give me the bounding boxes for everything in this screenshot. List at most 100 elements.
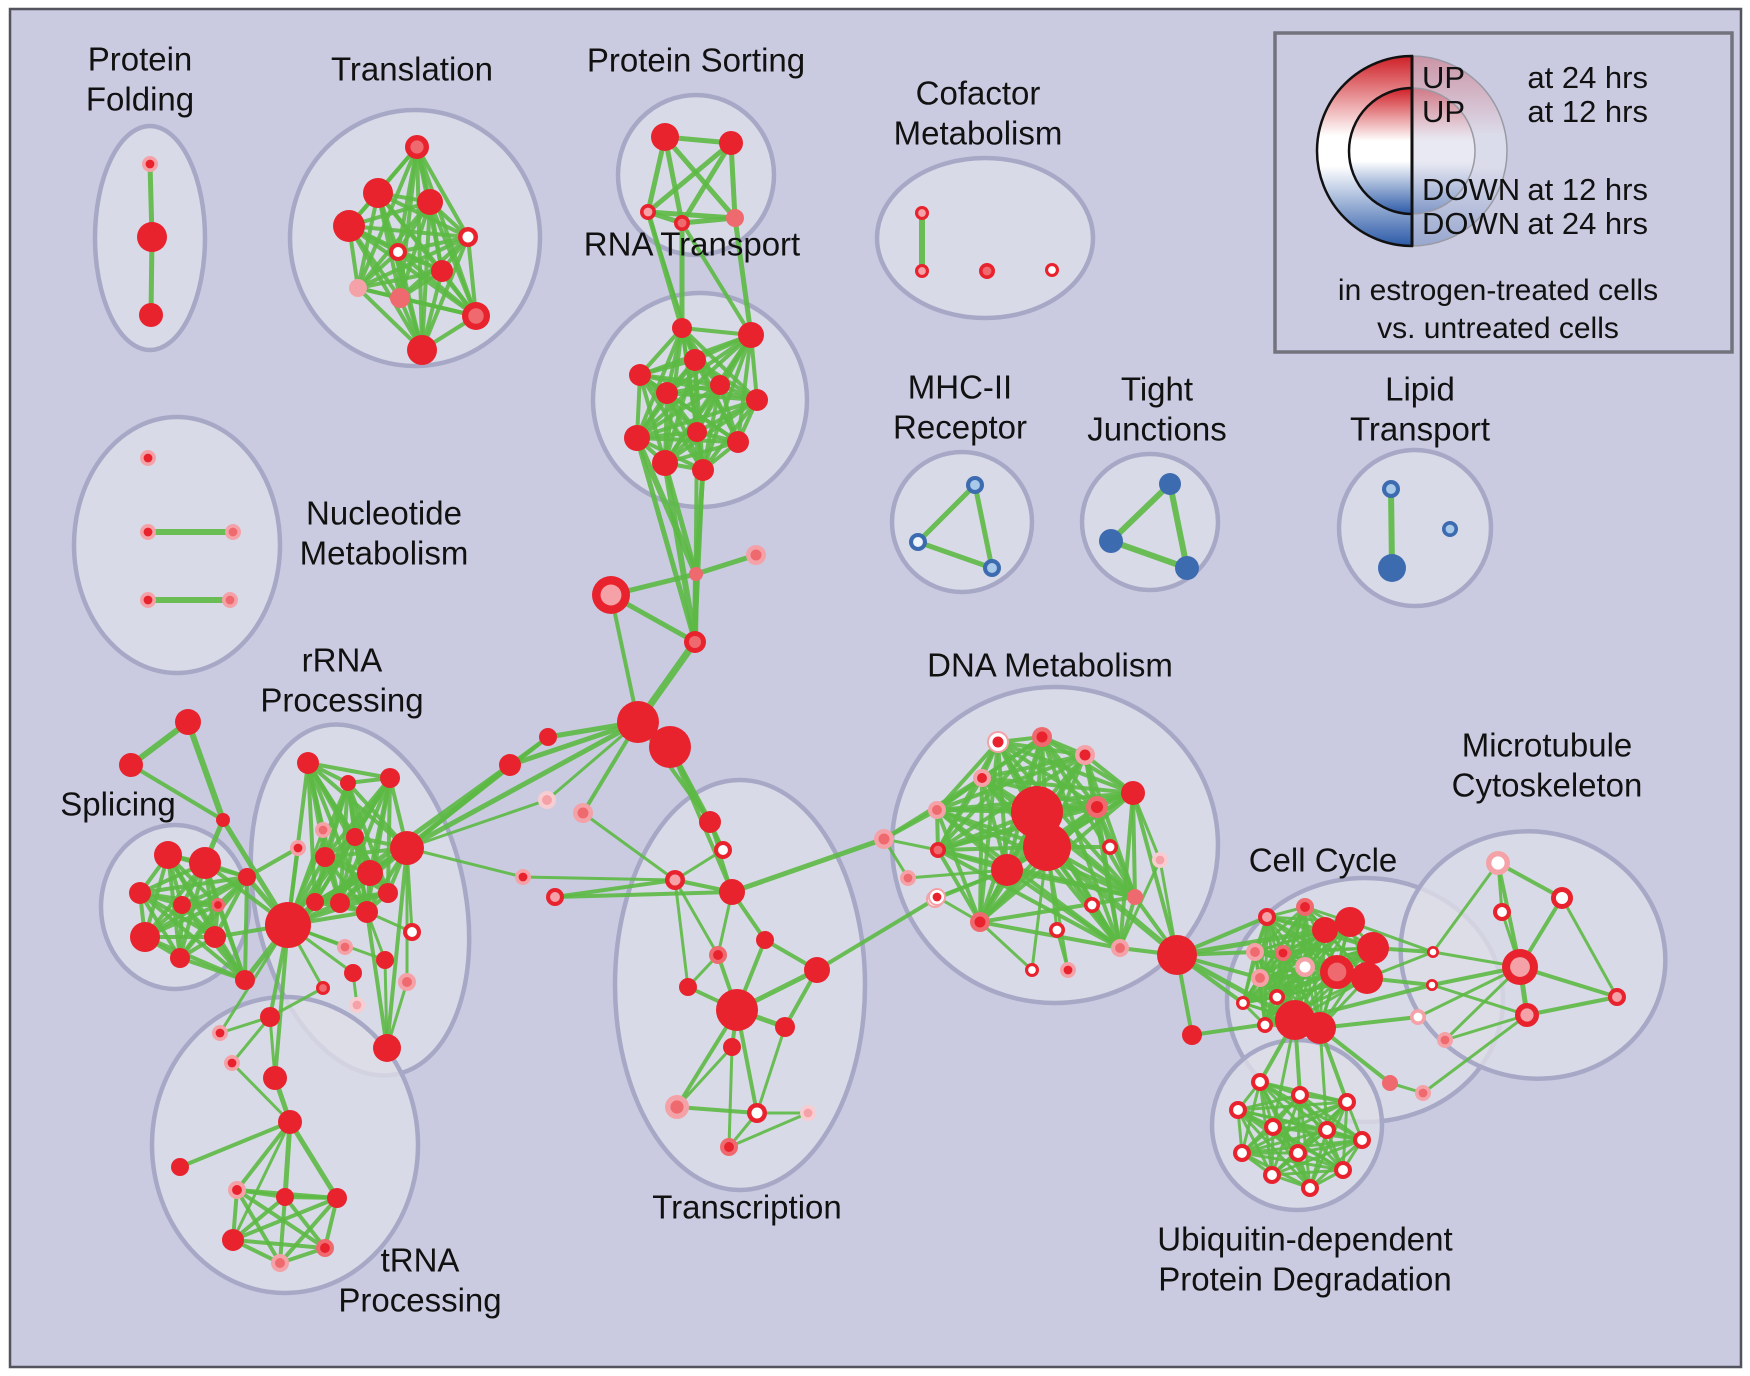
network-node[interactable] <box>649 726 691 768</box>
network-node[interactable] <box>1351 962 1383 994</box>
network-node[interactable] <box>276 1188 294 1206</box>
network-node[interactable] <box>1515 1003 1539 1027</box>
network-node[interactable] <box>1318 1121 1336 1139</box>
network-node[interactable] <box>170 948 190 968</box>
network-node[interactable] <box>928 888 946 906</box>
network-node[interactable] <box>1025 963 1039 977</box>
network-node[interactable] <box>389 243 407 261</box>
network-node[interactable] <box>390 288 410 308</box>
network-node[interactable] <box>260 1007 280 1027</box>
network-node[interactable] <box>1102 839 1118 855</box>
network-node[interactable] <box>171 1158 189 1176</box>
network-node[interactable] <box>651 123 679 151</box>
network-node[interactable] <box>538 791 556 809</box>
network-node[interactable] <box>349 997 365 1013</box>
network-node[interactable] <box>1159 473 1181 495</box>
network-node[interactable] <box>1320 955 1354 989</box>
network-node[interactable] <box>1157 935 1197 975</box>
network-node[interactable] <box>804 957 830 983</box>
network-node[interactable] <box>746 389 768 411</box>
network-node[interactable] <box>928 801 946 819</box>
network-node[interactable] <box>139 303 163 327</box>
network-node[interactable] <box>224 1055 240 1071</box>
network-node[interactable] <box>983 559 1001 577</box>
network-node[interactable] <box>900 870 916 886</box>
network-node[interactable] <box>1023 823 1071 871</box>
network-node[interactable] <box>344 964 362 982</box>
network-node[interactable] <box>665 1095 689 1119</box>
network-node[interactable] <box>719 131 743 155</box>
network-node[interactable] <box>499 754 521 776</box>
network-node[interactable] <box>1049 922 1065 938</box>
network-node[interactable] <box>216 813 230 827</box>
network-node[interactable] <box>356 901 378 923</box>
network-node[interactable] <box>130 922 160 952</box>
network-node[interactable] <box>154 841 182 869</box>
network-node[interactable] <box>1312 917 1338 943</box>
network-node[interactable] <box>723 1038 741 1056</box>
network-node[interactable] <box>930 842 946 858</box>
network-node[interactable] <box>173 896 191 914</box>
network-node[interactable] <box>1291 1086 1309 1104</box>
network-node[interactable] <box>290 840 306 856</box>
network-node[interactable] <box>874 829 894 849</box>
network-node[interactable] <box>1084 897 1100 913</box>
network-node[interactable] <box>970 912 990 932</box>
network-node[interactable] <box>1032 727 1052 747</box>
network-node[interactable] <box>378 883 398 903</box>
network-node[interactable] <box>140 524 156 540</box>
network-node[interactable] <box>271 1254 289 1272</box>
network-node[interactable] <box>228 1181 246 1199</box>
network-node[interactable] <box>973 769 991 787</box>
network-node[interactable] <box>1182 1025 1202 1045</box>
network-node[interactable] <box>235 970 255 990</box>
network-node[interactable] <box>515 869 531 885</box>
network-node[interactable] <box>1335 907 1365 937</box>
network-node[interactable] <box>684 631 706 653</box>
network-node[interactable] <box>1152 852 1168 868</box>
network-node[interactable] <box>991 854 1023 886</box>
network-node[interactable] <box>316 1239 334 1257</box>
network-node[interactable] <box>775 1017 795 1037</box>
network-node[interactable] <box>458 227 478 247</box>
network-node[interactable] <box>376 951 394 969</box>
network-node[interactable] <box>1275 945 1291 961</box>
network-node[interactable] <box>714 841 732 859</box>
network-node[interactable] <box>1295 957 1315 977</box>
network-node[interactable] <box>1442 521 1458 537</box>
network-node[interactable] <box>1264 1118 1282 1136</box>
network-node[interactable] <box>1229 1101 1247 1119</box>
network-node[interactable] <box>140 450 156 466</box>
network-node[interactable] <box>462 302 490 330</box>
network-node[interactable] <box>315 822 331 838</box>
network-node[interactable] <box>340 775 356 791</box>
network-node[interactable] <box>915 206 929 220</box>
network-node[interactable] <box>1493 903 1511 921</box>
network-node[interactable] <box>699 811 721 833</box>
network-node[interactable] <box>1382 480 1400 498</box>
network-node[interactable] <box>1486 851 1510 875</box>
network-node[interactable] <box>1551 887 1573 909</box>
network-node[interactable] <box>1045 263 1059 277</box>
network-node[interactable] <box>129 882 151 904</box>
network-node[interactable] <box>1415 1085 1431 1101</box>
network-node[interactable] <box>710 375 730 395</box>
network-node[interactable] <box>204 926 226 948</box>
network-node[interactable] <box>966 476 984 494</box>
network-node[interactable] <box>212 1025 228 1041</box>
network-node[interactable] <box>1410 1009 1426 1025</box>
network-node[interactable] <box>373 1034 401 1062</box>
network-node[interactable] <box>431 260 453 282</box>
network-node[interactable] <box>407 335 437 365</box>
network-node[interactable] <box>539 728 557 746</box>
network-node[interactable] <box>278 1110 302 1134</box>
network-node[interactable] <box>403 923 421 941</box>
network-node[interactable] <box>327 1188 347 1208</box>
network-node[interactable] <box>592 576 630 614</box>
network-node[interactable] <box>337 939 353 955</box>
network-node[interactable] <box>1251 1073 1269 1091</box>
network-node[interactable] <box>1289 1144 1307 1162</box>
network-node[interactable] <box>140 592 156 608</box>
network-node[interactable] <box>747 1103 767 1123</box>
network-node[interactable] <box>689 567 703 581</box>
